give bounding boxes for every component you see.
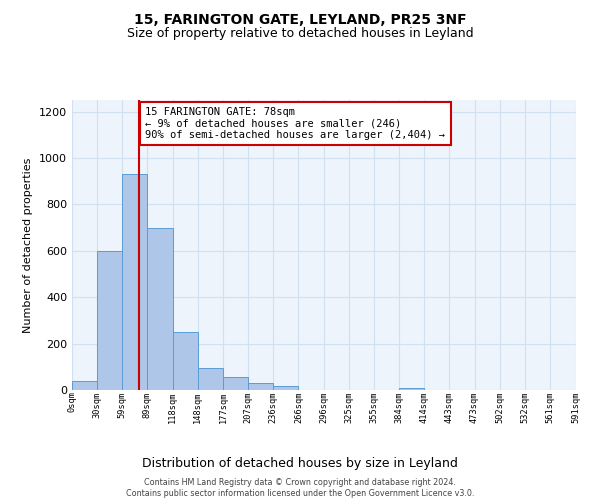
Bar — [72, 381, 97, 390]
Bar — [173, 332, 198, 390]
Y-axis label: Number of detached properties: Number of detached properties — [23, 158, 34, 332]
Bar — [223, 377, 248, 390]
Text: 15 FARINGTON GATE: 78sqm
← 9% of detached houses are smaller (246)
90% of semi-d: 15 FARINGTON GATE: 78sqm ← 9% of detache… — [145, 107, 445, 140]
Bar — [198, 368, 223, 390]
Text: Size of property relative to detached houses in Leyland: Size of property relative to detached ho… — [127, 28, 473, 40]
Text: 15, FARINGTON GATE, LEYLAND, PR25 3NF: 15, FARINGTON GATE, LEYLAND, PR25 3NF — [134, 12, 466, 26]
Bar — [97, 252, 122, 390]
Bar — [399, 388, 424, 390]
Bar — [273, 386, 298, 390]
Bar — [122, 174, 148, 390]
Bar — [248, 382, 273, 390]
Text: Contains HM Land Registry data © Crown copyright and database right 2024.
Contai: Contains HM Land Registry data © Crown c… — [126, 478, 474, 498]
Text: Distribution of detached houses by size in Leyland: Distribution of detached houses by size … — [142, 458, 458, 470]
Bar — [148, 228, 173, 390]
